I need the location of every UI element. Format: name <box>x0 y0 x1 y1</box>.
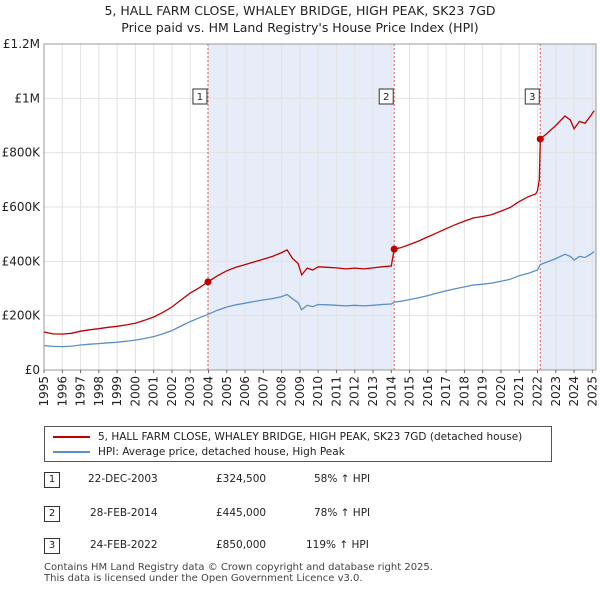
sale-price: £324,500 <box>216 473 267 485</box>
x-tick-label: 2001 <box>147 376 161 407</box>
sale-marker-label: 2 <box>383 92 389 103</box>
x-tick-label: 2015 <box>403 376 417 407</box>
footer: Contains HM Land Registry data © Crown c… <box>44 562 433 584</box>
y-tick-label: £1M <box>14 91 40 105</box>
sale-number: 1 <box>44 472 60 488</box>
sale-point <box>536 135 544 143</box>
x-tick-label: 2000 <box>128 376 142 407</box>
sale-hpi: 119% ↑ HPI <box>306 539 369 551</box>
x-tick-label: 2022 <box>531 376 545 407</box>
sale-marker-box <box>524 88 540 105</box>
sale-point <box>390 245 398 253</box>
legend-label-property: 5, HALL FARM CLOSE, WHALEY BRIDGE, HIGH … <box>98 431 523 443</box>
sale-date: 24-FEB-2022 <box>90 539 158 551</box>
y-tick-label: £800K <box>2 146 42 160</box>
x-tick-label: 1995 <box>37 376 51 407</box>
legend-swatch-property <box>53 436 90 438</box>
x-tick-label: 2009 <box>293 376 307 407</box>
hpi-series-line <box>43 251 595 348</box>
x-tick-label: 2011 <box>329 376 343 407</box>
x-tick-label: 2003 <box>183 376 197 407</box>
sale-hpi: 78% ↑ HPI <box>314 507 371 519</box>
y-tick-label: £1.2M <box>3 37 40 51</box>
y-tick-label: £0 <box>25 363 40 377</box>
x-tick-label: 1998 <box>92 376 106 407</box>
sale-point <box>204 278 212 286</box>
x-tick-label: 2012 <box>348 376 362 407</box>
legend-label-hpi: HPI: Average price, detached house, High… <box>98 446 345 458</box>
footer-licence: This data is licensed under the Open Gov… <box>44 573 363 584</box>
legend-item-hpi: HPI: Average price, detached house, High… <box>53 445 345 459</box>
price-chart: £0 £200K £400K £600K £800K £1M £1.2M 1995 1996 19… <box>2 37 600 407</box>
sale-date: 28-FEB-2014 <box>90 507 158 519</box>
legend-swatch-hpi <box>53 451 90 453</box>
x-tick-label: 2017 <box>439 376 453 407</box>
x-tick-label: 1999 <box>110 376 124 407</box>
x-tick-label: 2002 <box>165 376 179 407</box>
sale-date: 22-DEC-2003 <box>88 473 158 485</box>
chart-subtitle: Price paid vs. HM Land Registry's House … <box>121 20 479 35</box>
x-tick-label: 2008 <box>275 376 289 407</box>
sale-price: £850,000 <box>216 539 267 551</box>
footer-copyright: Contains HM Land Registry data © Crown c… <box>44 562 433 573</box>
sale-row: 1 22-DEC-2003 £324,500 58% ↑ HPI <box>44 472 404 490</box>
legend-item-property: 5, HALL FARM CLOSE, WHALEY BRIDGE, HIGH … <box>53 430 522 444</box>
chart-title: 5, HALL FARM CLOSE, WHALEY BRIDGE, HIGH … <box>104 3 496 18</box>
y-tick-label: £200K <box>2 309 42 323</box>
x-tick-label: 2014 <box>384 376 398 407</box>
x-tick-label: 2023 <box>549 376 563 407</box>
x-tick-label: 2005 <box>220 376 234 407</box>
x-tick-label: 2013 <box>366 376 380 407</box>
sale-number: 2 <box>44 506 60 522</box>
sale-marker-label: 1 <box>197 92 203 103</box>
x-tick-label: 2020 <box>494 376 508 407</box>
y-tick-label: £400K <box>2 254 42 268</box>
x-tick-label: 2021 <box>512 376 526 407</box>
y-tick-label: £600K <box>2 200 42 214</box>
sale-marker-box <box>378 88 394 105</box>
x-tick-label: 2010 <box>311 376 325 407</box>
x-tick-label: 1996 <box>55 376 69 407</box>
x-tick-label: 2019 <box>476 376 490 407</box>
x-tick-label: 2007 <box>256 376 270 407</box>
sale-row: 3 24-FEB-2022 £850,000 119% ↑ HPI <box>44 538 404 556</box>
x-tick-label: 2016 <box>421 376 435 407</box>
x-tick-label: 1997 <box>74 376 88 407</box>
x-tick-label: 2018 <box>457 376 471 407</box>
x-tick-label: 2006 <box>238 376 252 407</box>
x-tick-label: 2025 <box>585 376 599 407</box>
sale-hpi: 58% ↑ HPI <box>314 473 371 485</box>
sale-marker-label: 3 <box>529 92 535 103</box>
property-series-line <box>43 110 595 335</box>
sale-price: £445,000 <box>216 507 267 519</box>
sale-marker-box <box>192 88 208 105</box>
plot-frame <box>43 43 597 371</box>
x-tick-label: 2024 <box>567 376 581 407</box>
sale-number: 3 <box>44 538 60 554</box>
x-tick-label: 2004 <box>202 376 216 407</box>
legend: 5, HALL FARM CLOSE, WHALEY BRIDGE, HIGH … <box>44 426 552 462</box>
sale-row: 2 28-FEB-2014 £445,000 78% ↑ HPI <box>44 506 404 524</box>
